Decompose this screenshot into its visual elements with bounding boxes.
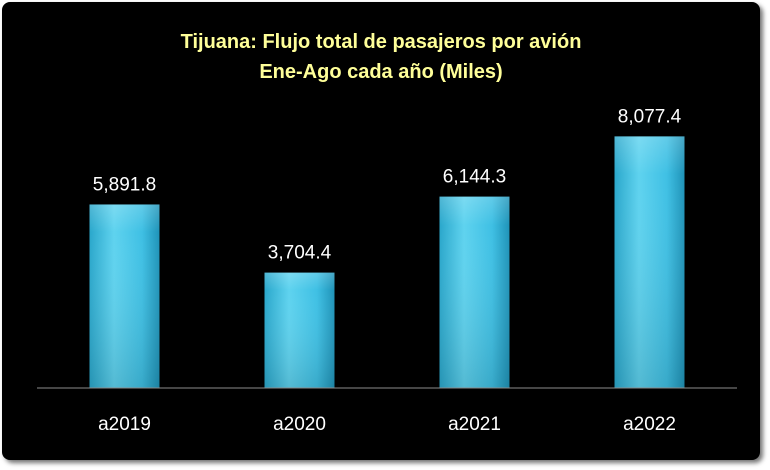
chart-frame: Tijuana: Flujo total de pasajeros por av… — [2, 2, 760, 460]
x-tick-label-a2020: a2020 — [273, 414, 326, 435]
x-tick-label-a2021: a2021 — [448, 414, 501, 435]
bar-shade-a2021 — [439, 196, 510, 388]
data-label-a2021: 6,144.3 — [443, 167, 506, 188]
data-label-a2020: 3,704.4 — [268, 243, 332, 264]
x-tick-label-a2022: a2022 — [623, 414, 676, 435]
chart-subtitle: Ene-Ago cada año (Miles) — [259, 61, 503, 83]
bar-shade-a2022 — [614, 136, 685, 388]
x-tick-label-a2019: a2019 — [98, 414, 151, 435]
bar-chart: 5,891.8 a2019 3,704.4 a2020 6,144.3 a2021 8,07… — [37, 106, 737, 435]
chart-title: Tijuana: Flujo total de pasajeros por av… — [180, 31, 582, 53]
data-label-a2019: 5,891.8 — [93, 174, 156, 195]
bar-shade-a2019 — [89, 204, 160, 388]
bar-shade-a2020 — [264, 272, 335, 388]
data-label-a2022: 8,077.4 — [618, 106, 682, 127]
